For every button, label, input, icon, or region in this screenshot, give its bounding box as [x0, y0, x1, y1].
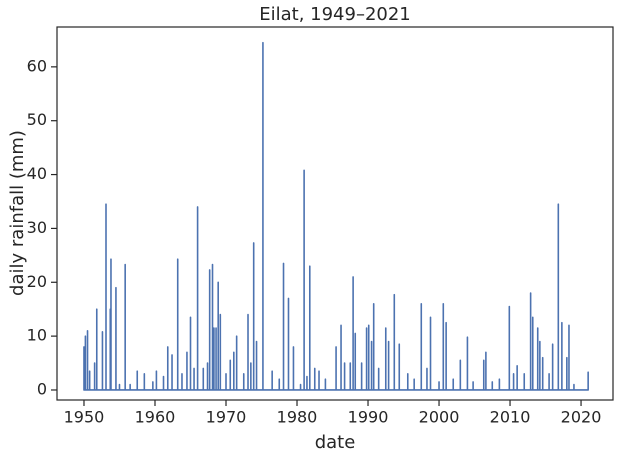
y-tick-label: 10	[27, 326, 47, 345]
x-tick-label: 2010	[490, 408, 531, 427]
y-tick-label: 20	[27, 272, 47, 291]
rainfall-line	[83, 41, 589, 391]
x-tick-label: 1980	[277, 408, 318, 427]
x-tick-label: 2000	[419, 408, 460, 427]
x-tick-label: 1990	[348, 408, 389, 427]
x-axis-label: date	[315, 432, 356, 453]
y-axis-label: daily rainfall (mm)	[7, 130, 28, 296]
plot-frame	[56, 26, 614, 401]
y-tick-label: 0	[37, 379, 47, 398]
y-tick-label: 50	[27, 110, 47, 129]
x-tick-label: 1960	[135, 408, 176, 427]
x-tick-label: 1970	[206, 408, 247, 427]
chart-title: Eilat, 1949–2021	[259, 4, 411, 25]
x-tick-label: 1950	[64, 408, 105, 427]
x-tick-label: 2020	[561, 408, 602, 427]
y-tick-label: 30	[27, 218, 47, 237]
y-tick-label: 40	[27, 164, 47, 183]
y-tick-label: 60	[27, 56, 47, 75]
